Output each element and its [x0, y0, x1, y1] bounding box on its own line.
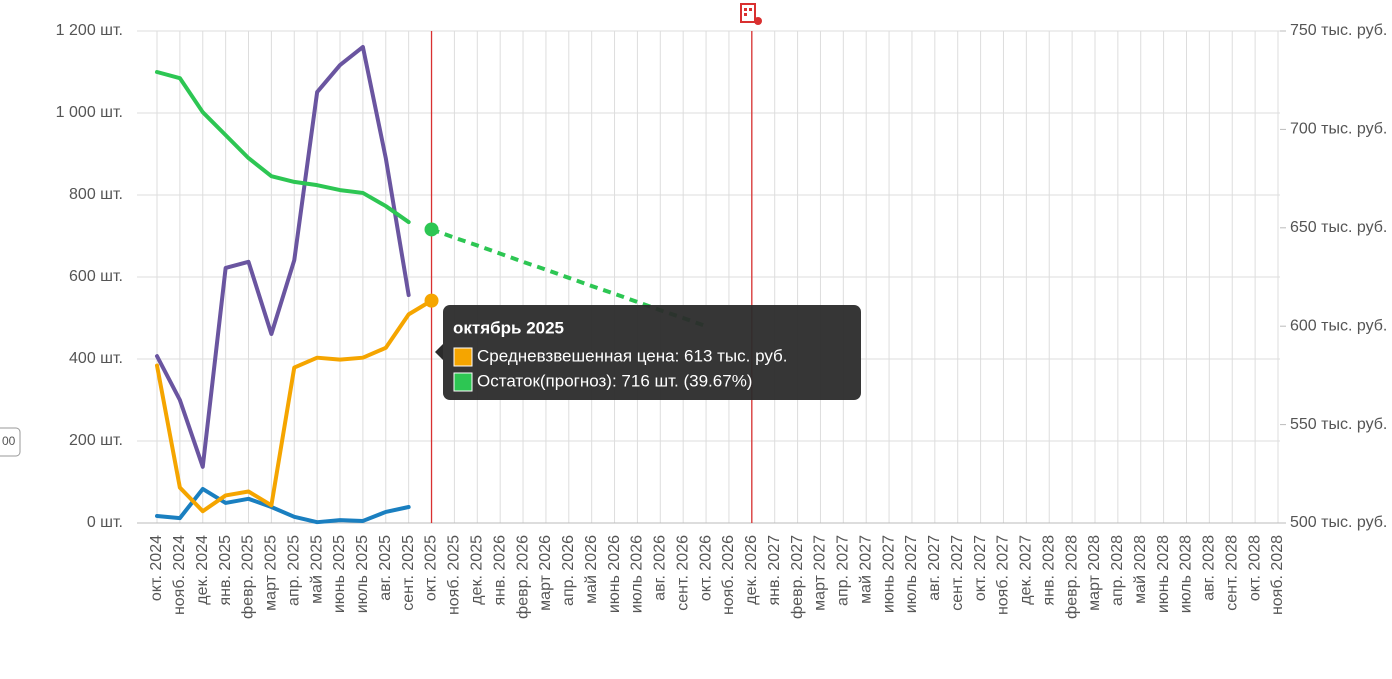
hover-point	[424, 293, 439, 308]
x-tick-label: янв. 2026	[491, 535, 508, 606]
y2-tick-label: 650 тыс. руб.	[1290, 219, 1387, 236]
x-tick-label: окт. 2024	[148, 535, 165, 601]
series-line	[155, 44, 411, 469]
x-tick-label: окт. 2028	[1246, 535, 1263, 601]
y2-tick-label: 500 тыс. руб.	[1290, 514, 1387, 531]
x-tick-label: дек. 2024	[194, 535, 211, 605]
x-tick-label: авг. 2028	[1201, 535, 1218, 601]
x-tick-label: февр. 2027	[789, 535, 806, 619]
x-tick-label: сент. 2028	[1223, 535, 1240, 611]
series-line	[155, 70, 411, 225]
tooltip: октябрь 2025 Средневзвешенная цена: 613 т…	[435, 305, 861, 400]
x-tick-label: сент. 2026	[674, 535, 691, 611]
side-button[interactable]	[0, 427, 21, 457]
x-tick-label: янв. 2025	[217, 535, 234, 606]
x-tick-label: май 2027	[857, 535, 874, 604]
x-tick-label: март 2027	[812, 535, 829, 611]
x-tick-label: июнь 2025	[331, 535, 348, 613]
x-tick-label: июль 2027	[903, 535, 920, 613]
x-tick-label: окт. 2027	[972, 535, 989, 601]
x-tick-label: авг. 2026	[652, 535, 669, 601]
x-tick-label: авг. 2027	[926, 535, 943, 601]
x-tick-label: март 2026	[537, 535, 554, 611]
y-tick-label: 600 шт.	[69, 268, 123, 285]
side-button-label[interactable]: 00	[2, 434, 16, 448]
tooltip-swatch	[453, 347, 473, 367]
annotation-icon[interactable]	[740, 3, 762, 25]
y-tick-label: 200 шт.	[69, 432, 123, 449]
y2-tick-label: 600 тыс. руб.	[1290, 317, 1387, 334]
y-tick-label: 1 200 шт.	[56, 22, 123, 39]
x-tick-label: окт. 2026	[697, 535, 714, 601]
x-tick-label: авг. 2025	[377, 535, 394, 601]
x-tick-label: нояб. 2026	[720, 535, 737, 615]
y-tick-label: 400 шт.	[69, 350, 123, 367]
x-tick-label: дек. 2025	[469, 535, 486, 605]
x-tick-label: февр. 2028	[1063, 535, 1080, 619]
x-tick-label: апр. 2025	[285, 535, 302, 606]
x-tick-label: сент. 2027	[949, 535, 966, 611]
tooltip-arrow	[435, 344, 443, 360]
x-tick-label: июнь 2027	[880, 535, 897, 613]
x-tick-label: янв. 2027	[766, 535, 783, 606]
y2-tick-label: 750 тыс. руб.	[1290, 22, 1387, 39]
x-tick-label: март 2028	[1086, 535, 1103, 611]
x-tick-label: дек. 2026	[743, 535, 760, 605]
x-tick-label: февр. 2026	[514, 535, 531, 619]
y-tick-label: 1 000 шт.	[56, 104, 123, 121]
x-tick-label: май 2028	[1132, 535, 1149, 604]
x-tick-label: февр. 2025	[240, 535, 257, 619]
x-tick-label: нояб. 2024	[171, 535, 188, 615]
x-tick-label: дек. 2027	[1018, 535, 1035, 605]
tooltip-box	[443, 305, 861, 400]
x-tick-label: апр. 2027	[835, 535, 852, 606]
y-tick-label: 0 шт.	[87, 514, 123, 531]
y-tick-label: 800 шт.	[69, 186, 123, 203]
hover-point	[424, 222, 439, 237]
y2-tick-label: 700 тыс. руб.	[1290, 121, 1387, 138]
x-tick-label: нояб. 2027	[995, 535, 1012, 615]
x-tick-label: май 2026	[583, 535, 600, 604]
x-tick-label: март 2025	[263, 535, 280, 611]
x-tick-label: июль 2028	[1178, 535, 1195, 613]
x-tick-label: апр. 2028	[1109, 535, 1126, 606]
x-tick-label: нояб. 2028	[1269, 535, 1286, 615]
x-tick-label: окт. 2025	[423, 535, 440, 601]
x-tick-label: июль 2026	[629, 535, 646, 613]
x-tick-label: июнь 2028	[1155, 535, 1172, 613]
tooltip-title: октябрь 2025	[453, 318, 564, 337]
tooltip-item: Средневзвешенная цена: 613 тыс. руб.	[477, 346, 788, 365]
x-tick-label: июль 2025	[354, 535, 371, 613]
x-tick-label: май 2025	[308, 535, 325, 604]
y2-tick-label: 550 тыс. руб.	[1290, 416, 1387, 433]
tooltip-item: Остаток(прогноз): 716 шт. (39.67%)	[477, 371, 752, 390]
x-tick-label: нояб. 2025	[446, 535, 463, 615]
x-tick-label: апр. 2026	[560, 535, 577, 606]
tooltip-swatch	[453, 372, 473, 392]
x-tick-label: сент. 2025	[400, 535, 417, 611]
x-tick-label: янв. 2028	[1040, 535, 1057, 606]
x-tick-label: июнь 2026	[606, 535, 623, 613]
series-line	[155, 298, 434, 514]
series-line	[155, 486, 411, 525]
